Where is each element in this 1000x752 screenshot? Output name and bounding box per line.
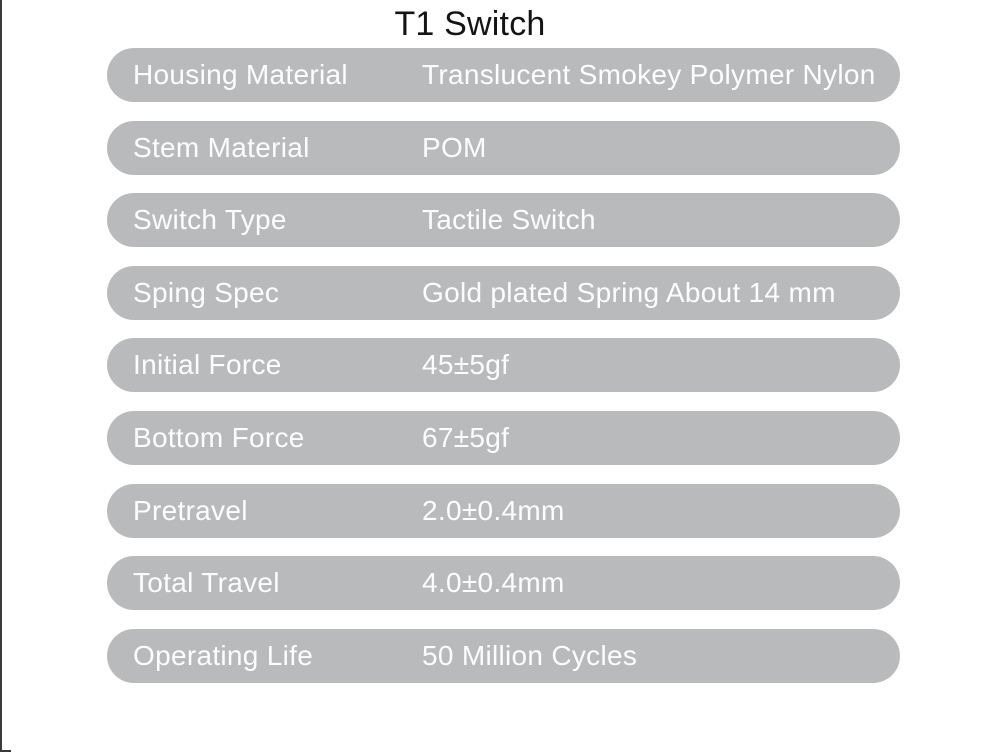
spec-label: Pretravel (133, 494, 248, 526)
page-title: T1 Switch (394, 5, 546, 43)
spec-value: Tactile Switch (422, 204, 596, 236)
spec-label: Initial Force (133, 349, 282, 381)
spec-table: Housing Material Translucent Smokey Poly… (107, 48, 900, 701)
spec-label: Housing Material (133, 59, 348, 90)
spec-value: Translucent Smokey Polymer Nylon (422, 59, 876, 90)
spec-value: 50 Million Cycles (422, 639, 638, 671)
spec-row-stem-material: Stem Material POM (107, 120, 900, 175)
spec-row-spring-spec: Sping Spec Gold plated Spring About 14 m… (107, 265, 900, 320)
spec-row-initial-force: Initial Force 45±5gf (107, 338, 900, 393)
spec-label: Operating Life (133, 639, 314, 671)
spec-label: Stem Material (133, 131, 310, 163)
spec-label: Sping Spec (133, 276, 280, 308)
spec-row-operating-life: Operating Life 50 Million Cycles (107, 628, 900, 683)
spec-value: 45±5gf (422, 349, 510, 381)
bottom-edge-artifact (0, 750, 11, 752)
left-edge-artifact (0, 0, 2, 752)
spec-value: Gold plated Spring About 14 mm (422, 276, 836, 308)
spec-value: 67±5gf (422, 421, 510, 453)
spec-label: Total Travel (133, 567, 280, 599)
spec-label: Bottom Force (133, 421, 305, 453)
spec-row-switch-type: Switch Type Tactile Switch (107, 193, 900, 248)
spec-value: POM (422, 131, 487, 163)
spec-value: 2.0±0.4mm (422, 494, 565, 526)
spec-row-pretravel: Pretravel 2.0±0.4mm (107, 483, 900, 538)
spec-row-total-travel: Total Travel 4.0±0.4mm (107, 556, 900, 611)
spec-row-housing-material: Housing Material Translucent Smokey Poly… (107, 48, 900, 102)
spec-row-bottom-force: Bottom Force 67±5gf (107, 410, 900, 465)
spec-value: 4.0±0.4mm (422, 567, 565, 599)
spec-label: Switch Type (133, 204, 287, 236)
